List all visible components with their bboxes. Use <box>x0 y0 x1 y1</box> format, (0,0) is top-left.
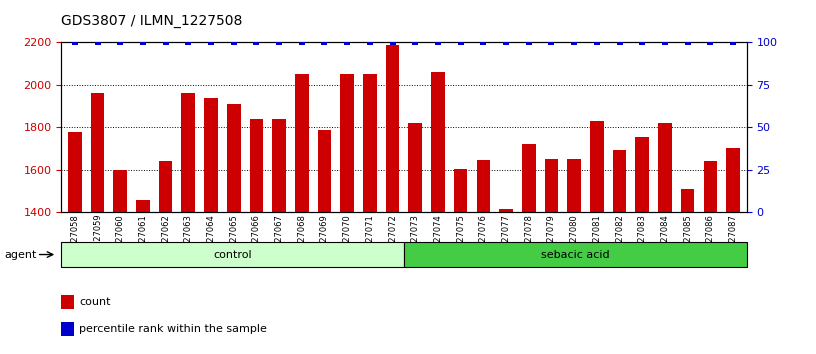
Bar <box>404 242 747 267</box>
Bar <box>273 119 286 212</box>
Bar <box>159 161 172 212</box>
Bar <box>204 98 218 212</box>
Bar <box>499 209 513 212</box>
Bar <box>250 119 264 212</box>
Bar <box>409 123 422 212</box>
Bar <box>340 74 354 212</box>
Text: GDS3807 / ILMN_1227508: GDS3807 / ILMN_1227508 <box>61 14 242 28</box>
Bar <box>317 130 331 212</box>
Bar <box>726 148 740 212</box>
Bar <box>431 72 445 212</box>
Bar <box>91 93 104 212</box>
Bar <box>454 169 468 212</box>
Bar <box>136 200 149 212</box>
Bar <box>544 159 558 212</box>
Bar <box>522 144 535 212</box>
Bar <box>113 170 127 212</box>
Bar <box>636 137 649 212</box>
Bar <box>703 161 717 212</box>
Text: sebacic acid: sebacic acid <box>541 250 610 259</box>
Text: percentile rank within the sample: percentile rank within the sample <box>79 324 267 334</box>
Text: control: control <box>213 250 252 259</box>
Bar <box>227 104 241 212</box>
Bar <box>61 242 404 267</box>
Bar <box>61 322 73 336</box>
Text: agent: agent <box>4 250 37 259</box>
Bar <box>386 45 399 212</box>
Bar <box>181 93 195 212</box>
Bar <box>295 74 308 212</box>
Text: count: count <box>79 297 110 307</box>
Bar <box>659 123 672 212</box>
Bar <box>590 121 604 212</box>
Bar <box>68 132 82 212</box>
Bar <box>613 150 627 212</box>
Bar <box>681 189 694 212</box>
Bar <box>477 160 490 212</box>
Bar <box>567 159 581 212</box>
Bar <box>61 295 73 309</box>
Bar <box>363 74 377 212</box>
